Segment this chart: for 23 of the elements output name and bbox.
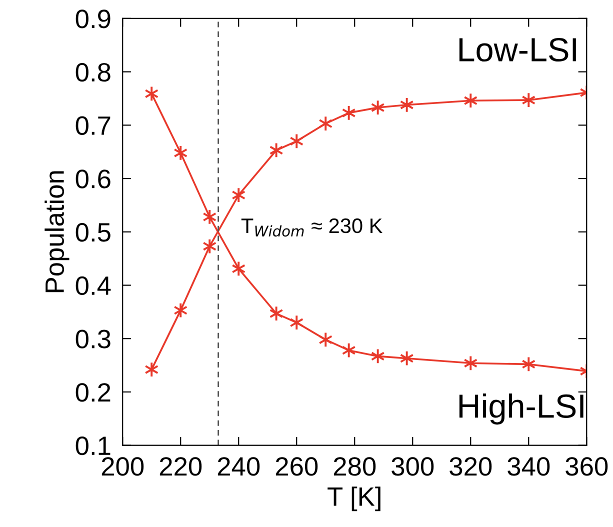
y-tick-label: 0.5 (76, 223, 110, 242)
y-tick-label: 0.7 (76, 116, 110, 135)
y-tick-label: 0.8 (76, 62, 110, 82)
annotation: T$_{Widom}$ ≈ 230 K (241, 218, 382, 237)
y-tick-label: 0.6 (76, 170, 110, 188)
x-axis-title: T [K] (328, 486, 380, 512)
y-axis-title: Population (44, 171, 70, 292)
x-tick-label: 340 (508, 457, 550, 476)
annotation: Low-LSI (459, 38, 576, 62)
y-tick-label: 0.4 (76, 276, 111, 296)
x-tick-label: 240 (218, 457, 260, 476)
y-tick-label: 0.3 (76, 330, 110, 348)
y-tick-label: 0.2 (76, 383, 110, 402)
y-tick-label: 0.9 (76, 10, 110, 28)
x-tick-label: 320 (450, 457, 492, 476)
x-tick-label: 200 (102, 457, 144, 476)
x-tick-label: 280 (334, 457, 376, 476)
x-tick-label: 220 (160, 457, 202, 476)
x-tick-label: 260 (276, 457, 318, 476)
x-tick-label: 300 (392, 457, 434, 476)
annotation: High-LSI (459, 393, 584, 425)
x-tick-label: 360 (566, 457, 608, 476)
y-tick-label: 0.1 (76, 436, 110, 456)
